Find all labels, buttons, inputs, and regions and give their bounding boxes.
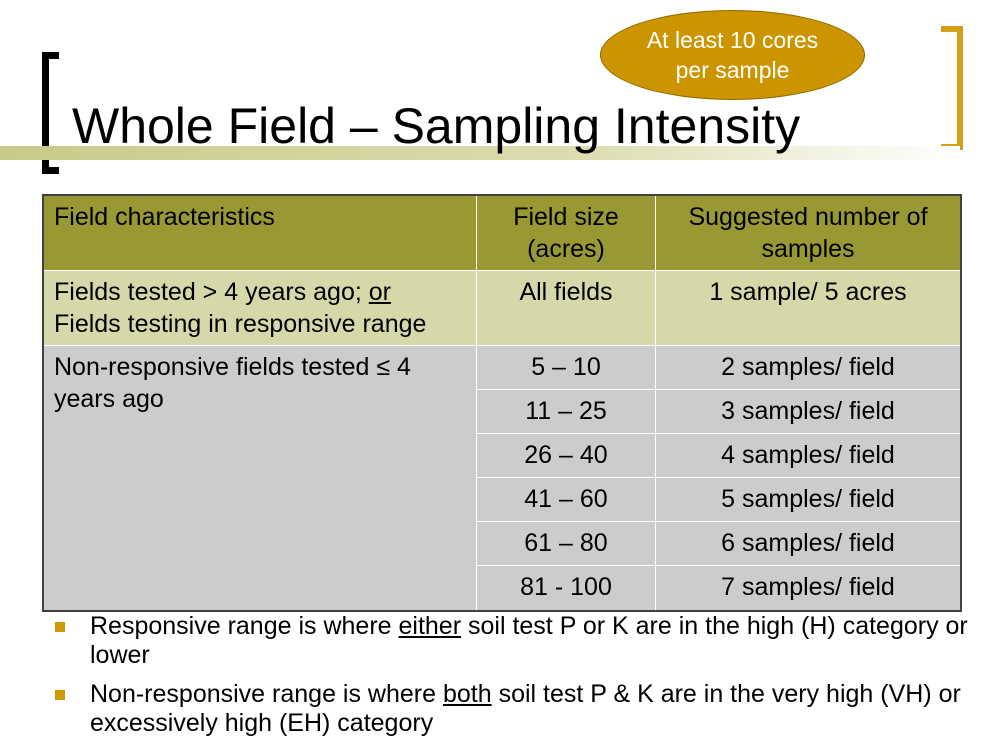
size-cell: 11 – 25 — [477, 390, 655, 434]
size-cell: 5 – 10 — [477, 346, 655, 390]
row1-char-or: or — [368, 278, 391, 306]
list-item: Responsive range is where either soil te… — [55, 612, 975, 670]
size-cell: 41 – 60 — [477, 478, 655, 522]
bullet-underlined-word: either — [398, 612, 462, 640]
table-row: Non-responsive fields tested ≤ 4 years a… — [42, 345, 962, 612]
row1-characteristics: Fields tested > 4 years ago; or Fields te… — [42, 270, 477, 346]
title-underline-bar — [0, 146, 960, 160]
samples-cell: 5 samples/ field — [656, 478, 960, 522]
size-cell: 81 - 100 — [520, 573, 612, 601]
bullet-list: Responsive range is where either soil te… — [55, 612, 975, 748]
row2-sizes: 5 – 10 11 – 25 26 – 40 41 – 60 61 – 80 8… — [476, 345, 656, 612]
callout-line-1: At least 10 cores — [646, 27, 819, 53]
bullet-text: Responsive range is where — [90, 612, 399, 640]
row1-samples: 1 sample/ 5 acres — [655, 270, 962, 346]
right-bracket-decoration — [941, 26, 963, 150]
page-title: Whole Field – Sampling Intensity — [72, 98, 801, 154]
samples-cell: 4 samples/ field — [656, 434, 960, 478]
table-header-row: Field characteristics Field size (acres)… — [42, 194, 962, 271]
size-cell: 61 – 80 — [477, 522, 655, 566]
row1-size: All fields — [476, 270, 656, 346]
table-row: Fields tested > 4 years ago; or Fields te… — [42, 270, 962, 346]
row1-char-text: Fields tested > 4 years ago; — [54, 278, 369, 306]
header-field-characteristics: Field characteristics — [42, 194, 477, 271]
samples-cell: 7 samples/ field — [721, 573, 895, 601]
row2-samples: 2 samples/ field 3 samples/ field 4 samp… — [655, 345, 962, 612]
list-item: Non-responsive range is where both soil … — [55, 680, 975, 738]
row2-characteristics: Non-responsive fields tested ≤ 4 years a… — [42, 345, 477, 612]
bullet-text: soil test P & K are in the very high (VH… — [90, 680, 961, 737]
square-bullet-icon — [55, 690, 65, 700]
size-cell: 26 – 40 — [477, 434, 655, 478]
row1-char-text-2: Fields testing in responsive range — [54, 310, 427, 338]
samples-cell: 2 samples/ field — [656, 346, 960, 390]
square-bullet-icon — [55, 622, 65, 632]
bullet-text: Non-responsive range is where — [90, 680, 443, 708]
callout-oval: At least 10 cores per sample — [600, 10, 865, 100]
samples-cell: 6 samples/ field — [656, 522, 960, 566]
header-field-size: Field size (acres) — [476, 194, 656, 271]
left-bracket-decoration — [42, 52, 59, 174]
bullet-text: soil test P or K are in the high (H) cat… — [90, 612, 968, 669]
header-suggested-samples: Suggested number of samples — [655, 194, 962, 271]
samples-cell: 3 samples/ field — [656, 390, 960, 434]
callout-line-2: per sample — [675, 57, 790, 83]
sampling-table: Field characteristics Field size (acres)… — [42, 194, 962, 612]
bullet-underlined-word: both — [442, 680, 492, 708]
